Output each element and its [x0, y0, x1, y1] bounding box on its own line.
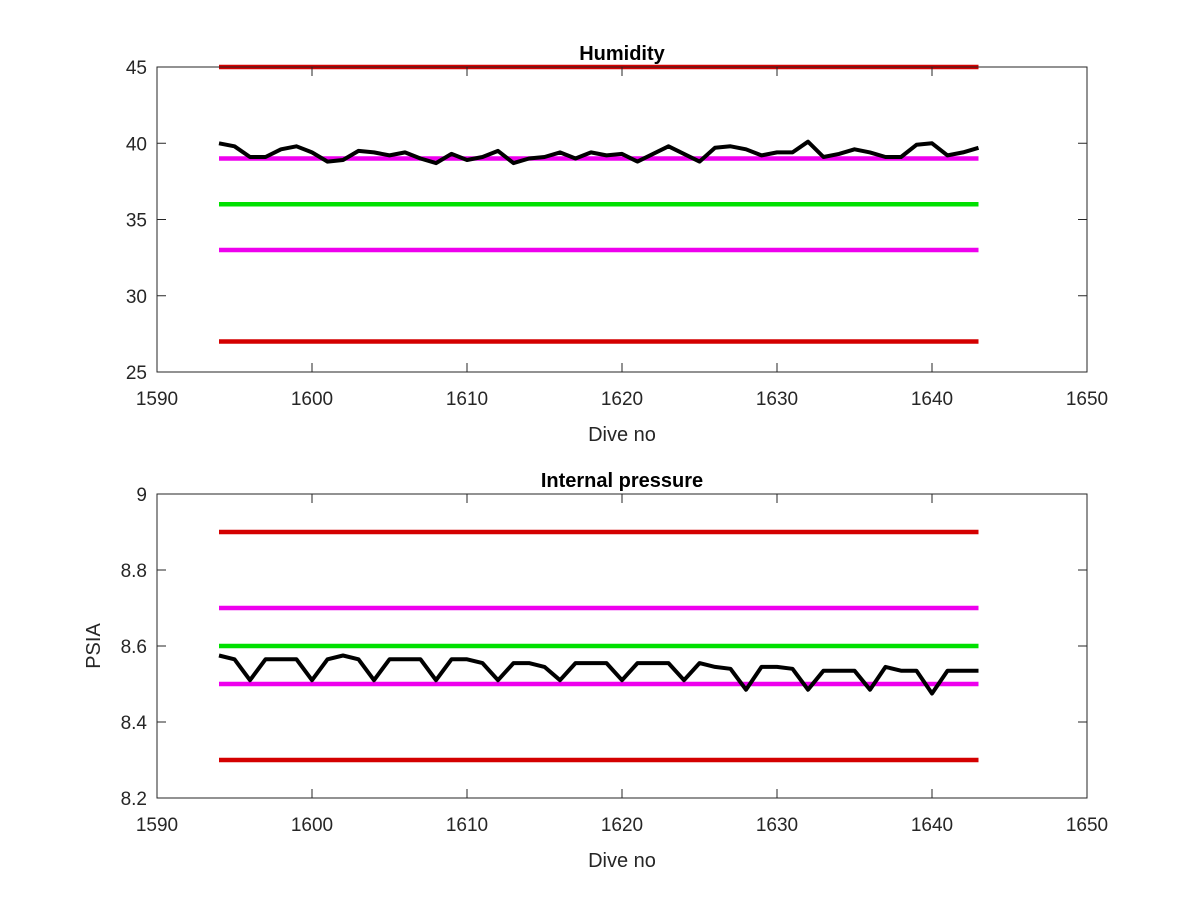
- internal-pressure-chart: 1590 1600 1610 1620 1630 1640 1650 8.2 8.4 8.6 8.8…: [83, 470, 1108, 872]
- chart-1-xtick-label: 1640: [911, 815, 953, 836]
- chart-1-title: Internal pressure: [541, 470, 703, 492]
- humidity-chart: 1590 1600 1610 1620 1630 1640 1650 25 30 35 40 45 Hu…: [126, 43, 1108, 446]
- chart-1-ytick-label: 8.2: [121, 789, 147, 810]
- chart-1-ytick-label: 8.4: [121, 713, 148, 734]
- chart-1-xtick-label: 1630: [756, 815, 798, 836]
- chart-1-series-black-5: [218, 653, 979, 696]
- chart-1-xtick-label: 1600: [291, 815, 333, 836]
- chart-0-xlabel: Dive no: [588, 424, 656, 446]
- chart-0-xtick-label: 1640: [911, 389, 953, 410]
- chart-0-xtick-label: 1650: [1066, 389, 1108, 410]
- chart-1-xlabel: Dive no: [588, 850, 656, 872]
- chart-1-xtick-label: 1650: [1066, 815, 1108, 836]
- chart-0-ytick-label: 30: [126, 287, 147, 308]
- chart-1-ytick-label: 9: [136, 485, 147, 506]
- chart-0-series-black-5: [218, 139, 980, 166]
- chart-0-xtick-label: 1630: [756, 389, 798, 410]
- chart-0-xtick-label: 1610: [446, 389, 488, 410]
- chart-0-ytick-label: 40: [126, 134, 147, 155]
- chart-0-ytick-label: 45: [126, 58, 147, 79]
- chart-0-ytick-label: 35: [126, 211, 147, 232]
- chart-1-xtick-label: 1620: [601, 815, 643, 836]
- chart-1-xtick-label: 1610: [446, 815, 488, 836]
- chart-1-ytick-label: 8.8: [121, 561, 147, 582]
- chart-0-xtick-label: 1600: [291, 389, 333, 410]
- chart-0-ytick-label: 25: [126, 363, 147, 384]
- chart-0-title: Humidity: [579, 43, 665, 65]
- chart-0-xtick-label: 1590: [136, 389, 178, 410]
- chart-1-xtick-label: 1590: [136, 815, 178, 836]
- chart-1-ylabel: PSIA: [83, 623, 105, 669]
- chart-1-ytick-label: 8.6: [121, 637, 147, 658]
- chart-0-xtick-label: 1620: [601, 389, 643, 410]
